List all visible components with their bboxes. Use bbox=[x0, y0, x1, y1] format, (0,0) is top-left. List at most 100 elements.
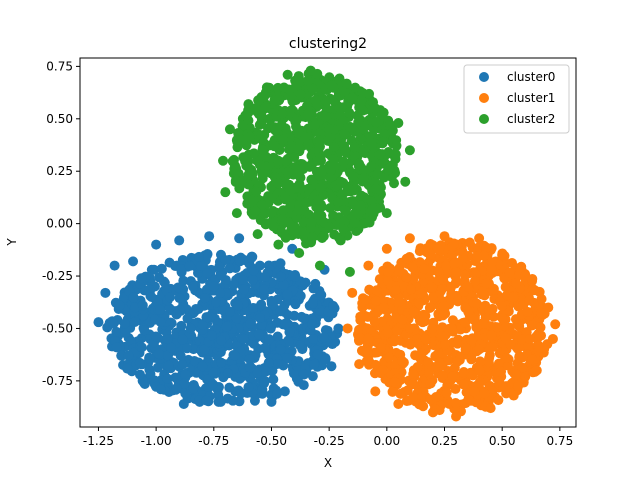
cluster-point bbox=[137, 300, 148, 311]
cluster-point bbox=[369, 316, 380, 327]
cluster-point bbox=[303, 139, 314, 150]
cluster-point bbox=[303, 107, 314, 118]
cluster-point bbox=[268, 221, 279, 232]
cluster-point bbox=[504, 267, 515, 278]
cluster-point bbox=[328, 154, 339, 165]
cluster-point bbox=[458, 379, 469, 390]
cluster-point bbox=[423, 357, 434, 368]
data-point-cluster2-5 bbox=[252, 229, 263, 240]
cluster-point bbox=[279, 386, 290, 397]
data-point-cluster0-23 bbox=[298, 380, 309, 391]
cluster-point bbox=[268, 374, 279, 385]
cluster-point bbox=[487, 386, 498, 397]
cluster-point bbox=[508, 292, 519, 303]
cluster-point bbox=[233, 300, 244, 311]
cluster-point bbox=[357, 105, 368, 116]
cluster-point bbox=[275, 271, 286, 282]
cluster-point bbox=[201, 395, 212, 406]
cluster2-body bbox=[227, 68, 402, 249]
data-point-cluster1-10 bbox=[439, 231, 450, 242]
data-point-cluster1-22 bbox=[446, 323, 457, 334]
cluster-point bbox=[254, 119, 265, 130]
x-tick-label: 0.50 bbox=[489, 434, 516, 448]
cluster-point bbox=[307, 371, 318, 382]
data-point-cluster0-11 bbox=[178, 398, 189, 409]
y-axis: -0.75 -0.50 -0.25 0.00 0.25 0.50 0.75 bbox=[42, 59, 80, 388]
cluster-point bbox=[108, 318, 119, 329]
cluster-point bbox=[174, 293, 185, 304]
cluster-point bbox=[312, 349, 323, 360]
cluster-point bbox=[259, 378, 270, 389]
legend-marker-cluster0 bbox=[479, 72, 489, 82]
cluster-point bbox=[383, 266, 394, 277]
cluster-point bbox=[303, 209, 314, 220]
cluster-point bbox=[412, 362, 423, 373]
cluster-point bbox=[471, 298, 482, 309]
cluster-point bbox=[247, 302, 258, 313]
cluster-point bbox=[246, 252, 257, 263]
cluster-point bbox=[293, 143, 304, 154]
data-point-cluster0-9 bbox=[162, 333, 173, 344]
cluster-point bbox=[492, 322, 503, 333]
data-point-cluster2-24 bbox=[301, 197, 312, 208]
cluster-point bbox=[310, 278, 321, 289]
cluster-point bbox=[306, 217, 317, 228]
cluster-point bbox=[139, 325, 150, 336]
data-point-cluster1-6 bbox=[393, 398, 404, 409]
cluster-point bbox=[290, 299, 301, 310]
cluster-point bbox=[171, 383, 182, 394]
cluster-point bbox=[244, 131, 255, 142]
cluster-point bbox=[378, 136, 389, 147]
cluster-point bbox=[447, 315, 458, 326]
cluster-point bbox=[391, 140, 402, 151]
data-point-cluster2-21 bbox=[312, 155, 323, 166]
cluster-point bbox=[480, 312, 491, 323]
cluster-point bbox=[356, 190, 367, 201]
cluster-point bbox=[468, 314, 479, 325]
cluster-point bbox=[263, 191, 274, 202]
cluster-point bbox=[300, 277, 311, 288]
cluster-point bbox=[397, 355, 408, 366]
cluster-point bbox=[224, 263, 235, 274]
data-point-cluster2-2 bbox=[224, 124, 235, 135]
cluster-point bbox=[275, 258, 286, 269]
cluster-point bbox=[253, 95, 264, 106]
cluster-point bbox=[405, 339, 416, 350]
cluster-point bbox=[210, 297, 221, 308]
cluster-point bbox=[406, 284, 417, 295]
cluster-point bbox=[427, 324, 438, 335]
data-point-cluster0-17 bbox=[234, 233, 245, 244]
cluster-point bbox=[256, 109, 267, 120]
cluster-point bbox=[486, 329, 497, 340]
cluster-point bbox=[516, 334, 527, 345]
cluster-point bbox=[145, 353, 156, 364]
cluster-point bbox=[321, 104, 332, 115]
cluster-point bbox=[361, 355, 372, 366]
x-tick-label: -0.25 bbox=[314, 434, 345, 448]
cluster-point bbox=[114, 300, 125, 311]
cluster-point bbox=[303, 183, 314, 194]
cluster-point bbox=[296, 183, 307, 194]
cluster-point bbox=[353, 117, 364, 128]
cluster-point bbox=[517, 362, 528, 373]
cluster-point bbox=[473, 379, 484, 390]
cluster-point bbox=[314, 141, 325, 152]
cluster-point bbox=[316, 289, 327, 300]
cluster-point bbox=[450, 397, 461, 408]
data-point-cluster2-10 bbox=[305, 65, 316, 76]
cluster-point bbox=[224, 382, 235, 393]
cluster-point bbox=[272, 331, 283, 342]
data-point-cluster1-15 bbox=[497, 250, 508, 261]
cluster-point bbox=[244, 353, 255, 364]
cluster-point bbox=[280, 232, 291, 243]
cluster-point bbox=[260, 271, 271, 282]
cluster-point bbox=[290, 271, 301, 282]
cluster-point bbox=[163, 360, 174, 371]
cluster-point bbox=[341, 78, 352, 89]
data-point-cluster2-23 bbox=[335, 176, 346, 187]
cluster-point bbox=[278, 82, 289, 93]
data-point-cluster1-2 bbox=[354, 359, 365, 370]
cluster-point bbox=[285, 91, 296, 102]
cluster-point bbox=[441, 260, 452, 271]
cluster-point bbox=[291, 115, 302, 126]
